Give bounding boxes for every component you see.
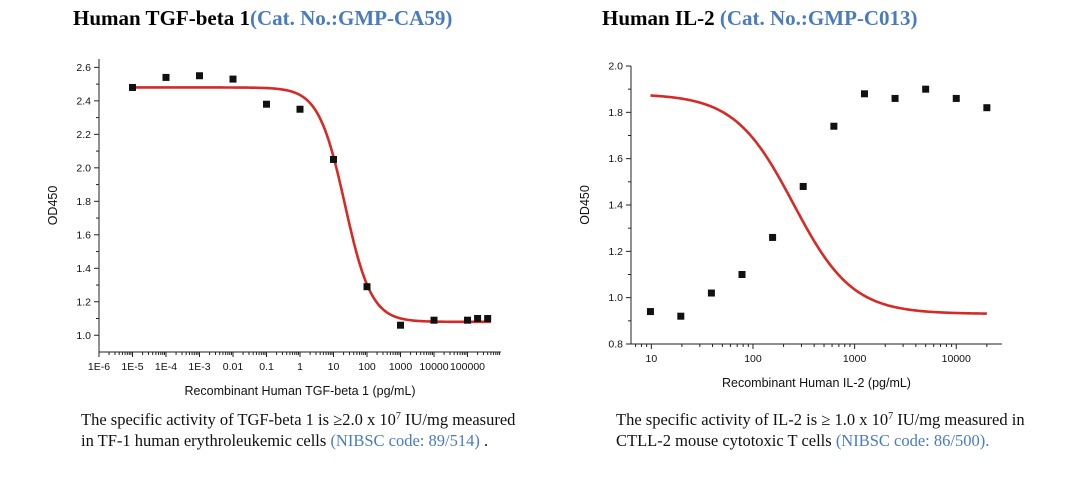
x-tick-label: 0.01 (223, 361, 244, 373)
data-point (769, 233, 777, 241)
y-tick-label: 2.4 (76, 95, 91, 107)
data-point (397, 321, 404, 329)
data-point (474, 315, 482, 323)
x-tick-label: 0.1 (259, 361, 274, 373)
title-main: Human IL-2 (602, 6, 715, 30)
y-tick-label: 1.0 (76, 330, 91, 342)
data-point (738, 271, 746, 278)
x-tick-label: 1000 (389, 361, 413, 373)
x-axis-label: Recombinant Human IL-2 (pg/mL) (722, 376, 911, 390)
x-tick-label: 100 (358, 361, 376, 373)
data-point (952, 94, 960, 102)
data-point (860, 90, 868, 98)
data-point (830, 122, 838, 130)
catalog-number-link[interactable]: (Cat. No.:GMP-C013) (714, 6, 918, 30)
x-tick-label: 1E-3 (188, 361, 210, 373)
data-point (799, 182, 807, 190)
chart-title-il-2: Human IL-2 (Cat. No.:GMP-C013) (602, 6, 918, 31)
x-tick-label: 1E-6 (88, 361, 110, 373)
y-tick-label: 1.2 (76, 296, 91, 308)
chart-title-tgf-beta: Human TGF-beta 1(Cat. No.:GMP-CA59) (73, 6, 452, 31)
x-tick-label: 1 (297, 361, 303, 373)
y-axis-label: OD450 (578, 185, 592, 225)
data-point (196, 72, 203, 80)
y-tick-label: 1.0 (608, 292, 623, 304)
x-tick-label: 10000 (942, 353, 971, 365)
caption-tgf-beta: The specific activity of TGF-beta 1 is ≥… (81, 410, 516, 450)
data-point (983, 104, 991, 112)
y-tick-label: 1.4 (608, 200, 623, 212)
data-point (162, 73, 170, 81)
data-point (677, 312, 685, 320)
tgf-beta-activity-chart: 1.0 1.2 1.4 1.6 1.8 2.0 2.2 2.4 2.6 1E-6 1E-5 1E-4 1… (46, 59, 501, 398)
y-tick-label: 2.0 (608, 61, 623, 73)
title-main: Human TGF-beta 1 (73, 6, 250, 30)
caption-il-2: The specific activity of IL-2 is ≥ 1.0 x… (616, 410, 1025, 450)
fit-curve (132, 86, 491, 324)
y-tick-label: 1.6 (608, 153, 623, 165)
x-tick-label: 1E-5 (121, 361, 143, 373)
y-tick-label: 1.2 (608, 246, 623, 258)
data-point (363, 283, 371, 291)
y-tick-label: 0.8 (608, 339, 623, 351)
data-point (296, 105, 304, 113)
x-tick-label: 100 (744, 353, 762, 365)
data-point (229, 75, 237, 83)
y-tick-label: 2.2 (76, 129, 91, 141)
x-tick-label: 10 (645, 353, 657, 365)
data-point (464, 316, 471, 324)
x-tick-label: 1E-4 (155, 361, 177, 373)
data-point (430, 316, 438, 324)
x-tick-label: 10000 (419, 361, 448, 373)
data-point (484, 315, 492, 323)
data-point (129, 83, 136, 91)
y-axis-label: OD450 (46, 186, 60, 226)
y-tick-label: 2.0 (76, 162, 91, 174)
y-tick-label: 1.6 (76, 229, 91, 241)
data-point (646, 308, 654, 316)
y-tick-label: 1.8 (608, 107, 623, 119)
data-point (922, 85, 930, 93)
data-point (330, 155, 337, 163)
nibsc-code-link[interactable]: (NIBSC code: 86/500). (835, 430, 990, 450)
x-tick-label: 100000 (450, 361, 485, 373)
y-tick-label: 2.6 (76, 62, 91, 74)
data-point (707, 289, 715, 297)
x-axis-label: Recombinant Human TGF-beta 1 (pg/mL) (184, 384, 415, 398)
x-tick-label: 10 (328, 361, 340, 373)
y-tick-label: 1.4 (76, 263, 91, 275)
fit-curve (650, 94, 987, 315)
nibsc-code-link[interactable]: (NIBSC code: 89/514) (330, 430, 480, 450)
x-tick-label: 1000 (843, 353, 867, 365)
y-tick-label: 1.8 (76, 196, 91, 208)
data-point (263, 100, 270, 108)
data-point (891, 94, 899, 102)
il-2-activity-chart: 0.8 1.0 1.2 1.4 1.6 1.8 2.0 10 100 1000 10000 Recom… (578, 61, 1002, 390)
catalog-number-link[interactable]: (Cat. No.:GMP-CA59) (249, 6, 453, 30)
